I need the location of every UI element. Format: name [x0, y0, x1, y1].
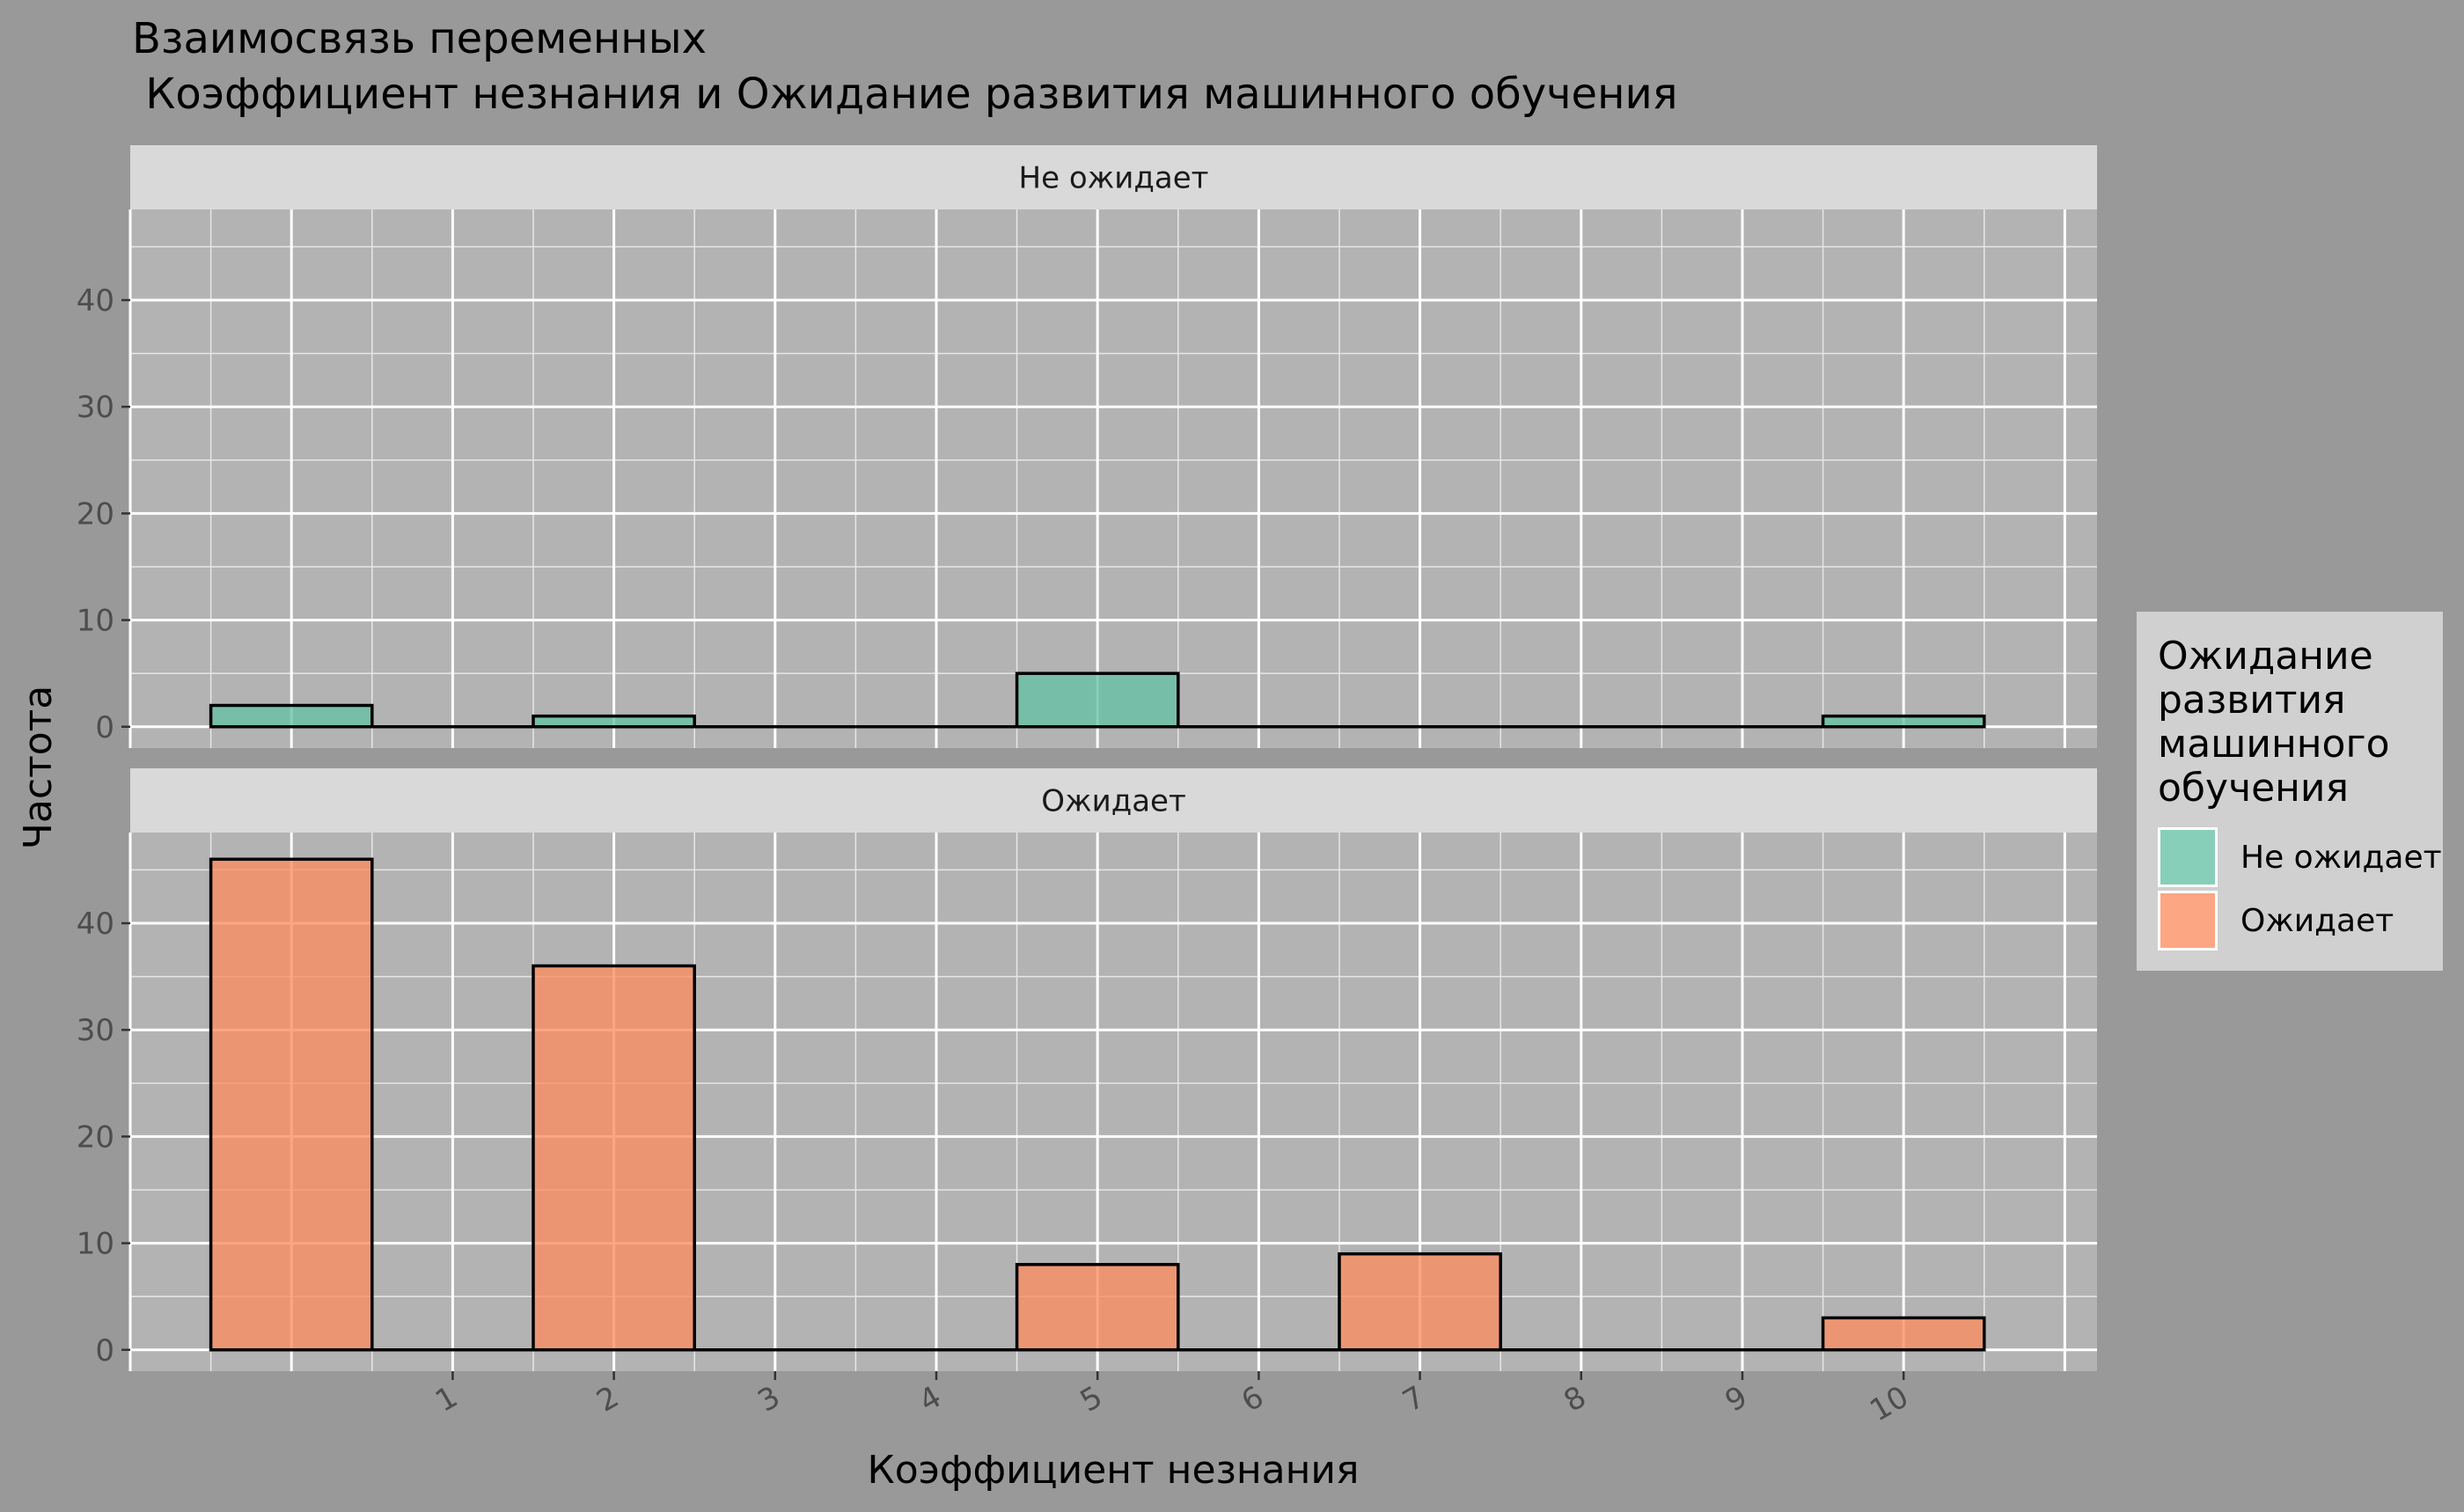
y-tick-label: 0 [95, 1333, 114, 1369]
histogram-bar [1015, 1263, 1180, 1352]
histogram-bar [1821, 1316, 1986, 1352]
y-tick-label: 10 [77, 604, 114, 639]
x-tick-label: 5 [1074, 1379, 1109, 1419]
x-tick-label: 6 [1236, 1379, 1270, 1419]
legend-title: развития [2158, 678, 2346, 723]
facet-panel: Ожидает 0 10 20 30 40 [77, 768, 2097, 1371]
facet-strip [130, 145, 2097, 209]
histogram-bar [209, 703, 374, 729]
x-tick-label: 2 [590, 1379, 625, 1419]
facet-panel: Не ожидает 0 10 20 30 40 [77, 145, 2097, 748]
y-tick-label: 40 [77, 283, 114, 319]
legend-title: машинного [2158, 722, 2390, 767]
histogram-bar [209, 857, 374, 1352]
legend-label: Не ожидает [2240, 840, 2442, 876]
x-tick-label: 8 [1558, 1379, 1593, 1419]
y-tick-label: 0 [95, 710, 114, 745]
histogram-bar [1338, 1251, 1502, 1352]
y-axis-title: Частота [16, 686, 61, 849]
x-tick-label: 9 [1720, 1379, 1754, 1419]
legend-key [2160, 830, 2215, 884]
legend-key [2160, 893, 2215, 948]
x-tick-label: 3 [752, 1379, 787, 1419]
histogram-bar [1821, 714, 1986, 729]
y-tick-label: 20 [77, 1119, 114, 1155]
facet-strip-label: Не ожидает [1019, 161, 1209, 196]
chart-title-line2: Коэффициент незнания и Ожидание развития… [132, 70, 1678, 119]
x-tick-label: 10 [1864, 1379, 1914, 1428]
y-tick-label: 10 [77, 1227, 114, 1262]
histogram-bar [532, 964, 696, 1352]
x-tick-label: 7 [1397, 1379, 1431, 1419]
y-tick-label: 40 [77, 906, 114, 942]
legend-title: Ожидание [2158, 634, 2373, 679]
facet-strip-label: Ожидает [1041, 784, 1186, 819]
x-tick-label: 4 [913, 1379, 948, 1419]
histogram-bar [1015, 672, 1180, 729]
legend-title: обучения [2158, 766, 2349, 811]
y-tick-label: 30 [77, 390, 114, 425]
x-tick-label: 1 [429, 1379, 464, 1419]
facet-panels: Не ожидает 0 10 20 30 40 Ожидает 0 10 20 30 40 [77, 145, 2097, 1371]
x-axis: 1 2 3 4 5 6 7 8 9 10 [429, 1371, 1915, 1428]
histogram-bar [532, 714, 696, 729]
legend-label: Ожидает [2240, 903, 2394, 939]
chart-title-line1: Взаимосвязь переменных [132, 14, 707, 63]
y-tick-label: 30 [77, 1013, 114, 1048]
facet-strip [130, 768, 2097, 833]
y-tick-label: 20 [77, 496, 114, 532]
x-axis-title: Коэффициент незнания [868, 1448, 1360, 1493]
panel-background [130, 209, 2097, 748]
